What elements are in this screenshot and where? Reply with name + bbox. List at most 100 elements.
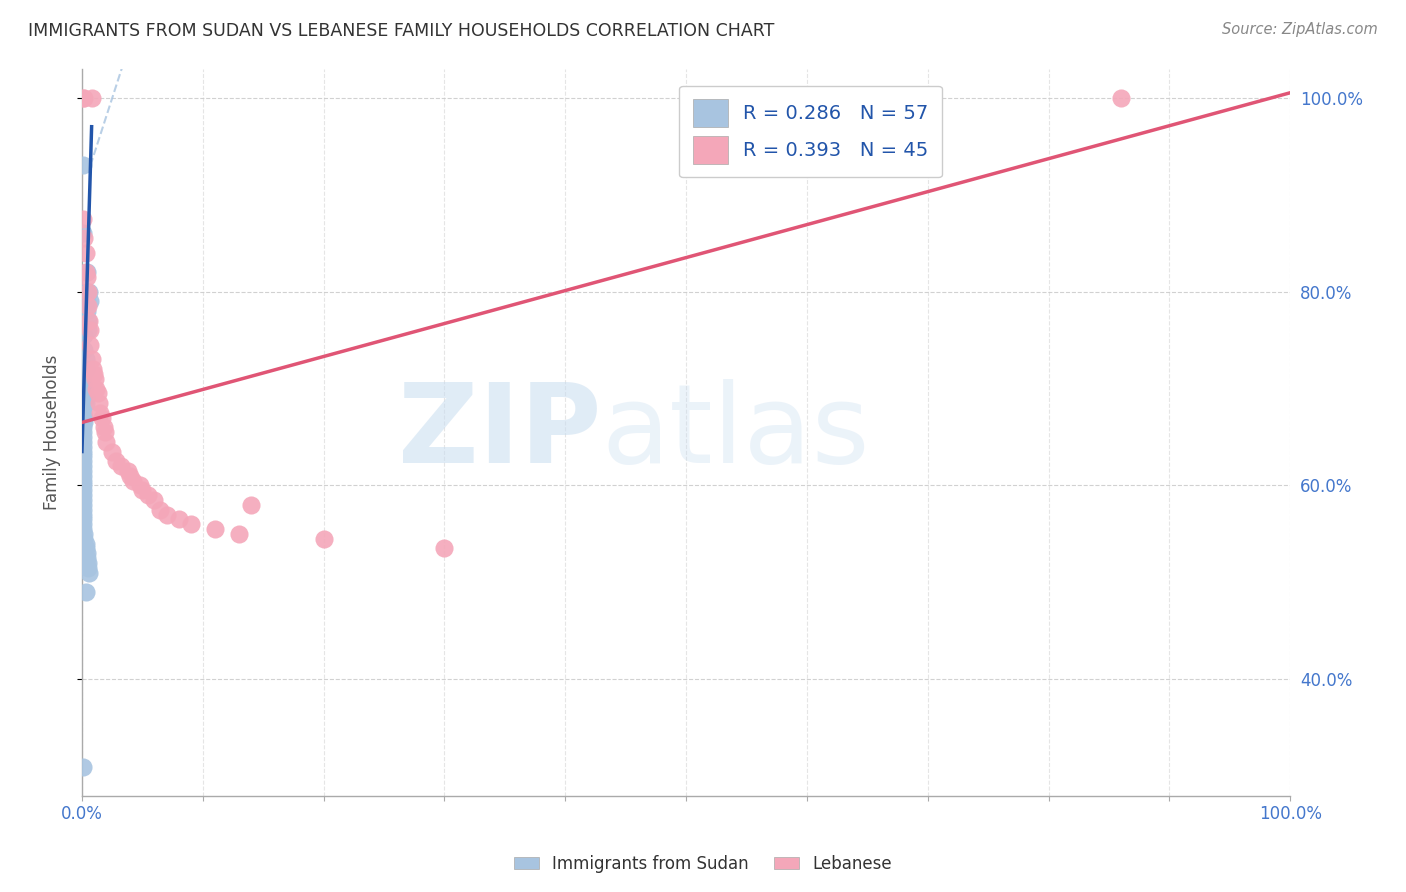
Point: [80, 90, 103, 104]
Text: ZIP: ZIP: [398, 378, 602, 485]
Point: [228, 527, 250, 541]
Point: [91, 410, 114, 425]
Text: IMMIGRANTS FROM SUDAN VS LEBANESE FAMILY HOUSEHOLDS CORRELATION CHART: IMMIGRANTS FROM SUDAN VS LEBANESE FAMILY…: [28, 22, 775, 40]
Point: [73, 410, 96, 425]
Point: [76, 285, 98, 299]
Point: [72, 459, 94, 474]
Point: [120, 468, 142, 483]
Point: [129, 478, 152, 492]
Point: [72, 502, 94, 516]
Point: [72, 401, 94, 415]
Point: [72, 468, 94, 483]
Point: [94, 425, 117, 439]
Point: [1109, 90, 1132, 104]
Point: [76, 546, 98, 560]
Point: [167, 512, 190, 526]
Point: [143, 493, 166, 508]
Point: [82, 362, 104, 376]
Point: [72, 478, 94, 492]
Point: [72, 508, 94, 522]
Point: [180, 517, 202, 532]
Point: [77, 556, 100, 570]
Point: [80, 352, 103, 367]
Point: [75, 585, 97, 599]
Y-axis label: Family Households: Family Households: [44, 354, 60, 510]
Point: [72, 464, 94, 478]
Point: [73, 343, 96, 357]
Point: [72, 159, 94, 173]
Point: [72, 493, 94, 508]
Point: [312, 532, 335, 546]
Point: [86, 382, 108, 396]
Point: [131, 483, 153, 498]
Point: [75, 362, 97, 376]
Point: [72, 512, 94, 526]
Point: [76, 304, 98, 318]
Point: [84, 372, 107, 386]
Point: [73, 527, 96, 541]
Point: [76, 270, 98, 285]
Point: [72, 444, 94, 458]
Point: [72, 488, 94, 502]
Point: [72, 440, 94, 454]
Point: [73, 90, 96, 104]
Point: [121, 474, 143, 488]
Point: [79, 338, 101, 352]
Point: [72, 474, 94, 488]
Point: [73, 386, 96, 401]
Point: [72, 498, 94, 512]
Point: [72, 425, 94, 439]
Point: [77, 285, 100, 299]
Point: [77, 285, 100, 299]
Point: [101, 444, 124, 458]
Point: [73, 532, 96, 546]
Point: [93, 420, 115, 434]
Point: [72, 759, 94, 773]
Point: [76, 265, 98, 279]
Point: [72, 367, 94, 381]
Point: [75, 352, 97, 367]
Point: [83, 367, 105, 381]
Point: [76, 294, 98, 309]
Point: [73, 382, 96, 396]
Point: [72, 211, 94, 226]
Point: [72, 522, 94, 536]
Point: [204, 522, 226, 536]
Point: [72, 227, 94, 241]
Point: [72, 517, 94, 532]
Point: [87, 396, 110, 410]
Point: [77, 566, 100, 580]
Point: [433, 541, 456, 556]
Point: [72, 430, 94, 444]
Point: [72, 420, 94, 434]
Point: [94, 434, 117, 449]
Point: [86, 386, 108, 401]
Text: atlas: atlas: [602, 378, 870, 485]
Point: [240, 498, 263, 512]
Point: [72, 406, 94, 420]
Point: [75, 245, 97, 260]
Point: [117, 464, 139, 478]
Point: [72, 434, 94, 449]
Text: Source: ZipAtlas.com: Source: ZipAtlas.com: [1222, 22, 1378, 37]
Point: [77, 561, 100, 575]
Point: [75, 396, 97, 410]
Point: [138, 488, 160, 502]
Point: [72, 483, 94, 498]
Point: [79, 323, 101, 337]
Point: [149, 502, 172, 516]
Point: [73, 231, 96, 245]
Point: [104, 454, 127, 468]
Point: [77, 313, 100, 327]
Point: [79, 294, 101, 309]
Point: [72, 454, 94, 468]
Point: [77, 299, 100, 313]
Legend: R = 0.286   N = 57, R = 0.393   N = 45: R = 0.286 N = 57, R = 0.393 N = 45: [679, 86, 942, 178]
Point: [73, 328, 96, 343]
Point: [75, 265, 97, 279]
Point: [77, 313, 100, 327]
Point: [73, 416, 96, 430]
Point: [72, 90, 94, 104]
Point: [77, 323, 100, 337]
Point: [72, 376, 94, 391]
